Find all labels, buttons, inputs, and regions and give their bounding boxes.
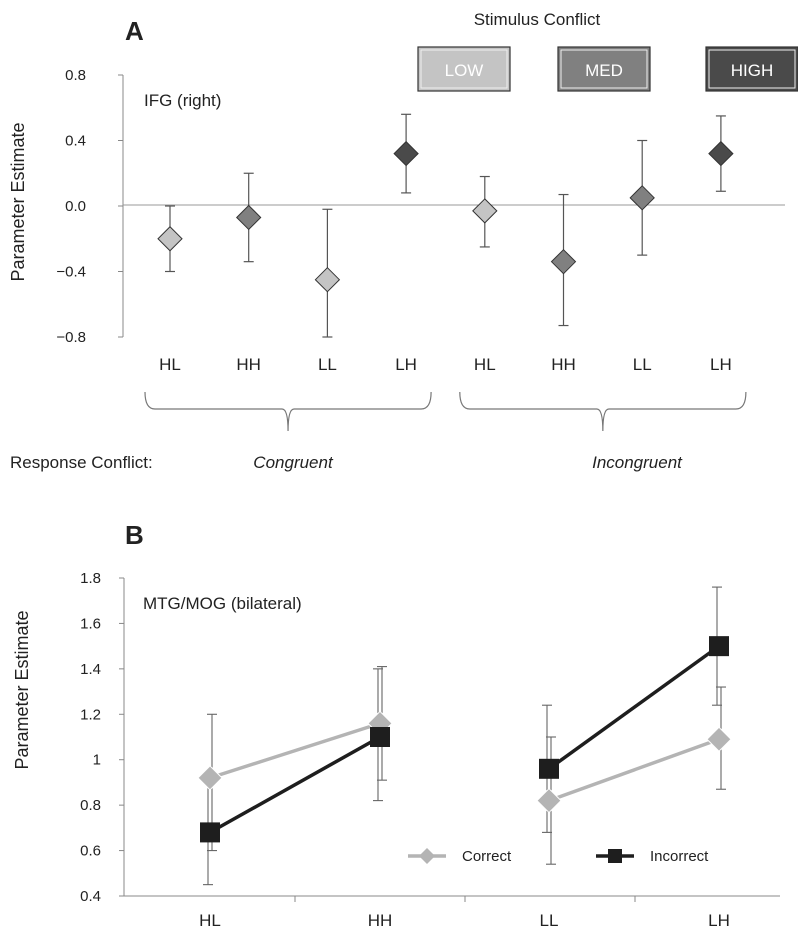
panel-b-ytick-label: 1.6 [80, 615, 101, 632]
legend-label: Incorrect [650, 848, 709, 865]
panel-a-point [550, 248, 577, 275]
panel-a-point [472, 198, 498, 224]
panel-b-ytick-label: 0.6 [80, 843, 101, 860]
panel-a-category-label: LL [318, 355, 337, 374]
panel-b-legend: Correct Incorrect [408, 848, 709, 865]
response-conflict-bracket [459, 391, 747, 432]
panel-b-letter: B [125, 520, 144, 550]
panel-b-point-incorrect [539, 758, 559, 779]
stimulus-legend-box-inner [420, 49, 508, 89]
panel-b-series-line [548, 737, 720, 803]
panel-b-ytick-label: 1.4 [80, 661, 101, 678]
panel-b-ytick-label: 1 [93, 752, 101, 769]
panel-a-categories: HL HH LL LH HL HH LL LH [159, 355, 732, 374]
response-conflict-brackets [144, 391, 747, 432]
panel-a-category-label: HL [474, 355, 496, 374]
panel-b-ylabel: Parameter Estimate [12, 610, 32, 769]
panel-b-point-incorrect [709, 636, 729, 657]
panel-a-ylabel: Parameter Estimate [8, 122, 28, 281]
panel-b-category-label: HH [368, 911, 393, 930]
panel-a-category-label: HH [236, 355, 261, 374]
panel-b-annotation: MTG/MOG (bilateral) [143, 594, 302, 613]
panel-a: A Stimulus Conflict LOW MED HIGH Parameter… [8, 10, 798, 472]
response-conflict-bracket [144, 391, 432, 432]
panel-b: B Parameter Estimate MTG/MOG (bilateral)… [12, 520, 780, 930]
panel-b-series-line [209, 735, 381, 834]
panel-a-letter: A [125, 16, 144, 46]
panel-a-ytick-label: 0.8 [65, 67, 86, 84]
stimulus-legend-label: MED [585, 61, 623, 80]
panel-a-category-label: LL [633, 355, 652, 374]
panel-a-point [157, 226, 183, 252]
panel-a-ytick-label: 0.0 [65, 198, 86, 215]
stimulus-legend-label: LOW [445, 61, 484, 80]
legend-swatch-square [608, 849, 622, 863]
stimulus-legend-label: HIGH [731, 61, 774, 80]
stimulus-legend-box-inner [560, 49, 648, 89]
stimulus-legend-box [557, 46, 651, 92]
panel-b-series-line [547, 644, 721, 771]
panel-b-ytick-label: 0.8 [80, 797, 101, 814]
group-congruent-label: Congruent [253, 453, 334, 472]
stimulus-legend-box [705, 46, 798, 92]
stimulus-legend-box [417, 46, 511, 92]
group-incongruent-label: Incongruent [592, 453, 683, 472]
panel-b-series-line [209, 721, 381, 780]
panel-a-point [393, 140, 419, 167]
panel-b-category-label: LH [708, 911, 730, 930]
panel-b-ytick-label: 0.4 [80, 888, 101, 905]
panel-b-ytick-label: 1.2 [80, 706, 101, 723]
panel-a-point [235, 204, 262, 231]
panel-a-category-label: LH [710, 355, 732, 374]
panel-b-categories: HL HH LL LH [199, 911, 730, 930]
panel-a-marks [157, 113, 734, 338]
panel-a-ticks: 0.8 0.4 0.0 −0.4 −0.8 [56, 67, 123, 346]
panel-a-annotation: IFG (right) [144, 91, 221, 110]
legend-label: Correct [462, 848, 512, 865]
response-conflict-label: Response Conflict: [10, 453, 153, 472]
panel-a-category-label: HL [159, 355, 181, 374]
legend-swatch-diamond [419, 848, 435, 864]
panel-b-point-correct [536, 787, 562, 814]
panel-a-ytick-label: 0.4 [65, 133, 86, 150]
panel-b-category-label: LL [540, 911, 559, 930]
panel-a-ytick-label: −0.8 [56, 329, 86, 346]
stimulus-legend-box-inner [708, 49, 796, 89]
panel-b-point-correct [706, 726, 732, 752]
stimulus-conflict-legend: LOW MED HIGH [417, 46, 798, 92]
panel-b-ticks: 1.8 1.6 1.4 1.2 1 0.8 0.6 0.4 [80, 570, 636, 905]
panel-b-ytick-label: 1.8 [80, 570, 101, 587]
stimulus-conflict-title: Stimulus Conflict [474, 10, 601, 29]
panel-a-category-label: HH [551, 355, 576, 374]
panel-b-point-incorrect [370, 727, 390, 747]
panel-b-point-correct [197, 765, 223, 791]
panel-a-category-label: LH [395, 355, 417, 374]
panel-a-point [629, 185, 655, 211]
panel-a-point [708, 140, 734, 167]
panel-a-point [314, 266, 341, 293]
panel-b-marks [197, 586, 732, 886]
panel-b-category-label: HL [199, 911, 221, 930]
panel-b-point-incorrect [200, 822, 220, 843]
panel-a-ytick-label: −0.4 [56, 264, 86, 281]
